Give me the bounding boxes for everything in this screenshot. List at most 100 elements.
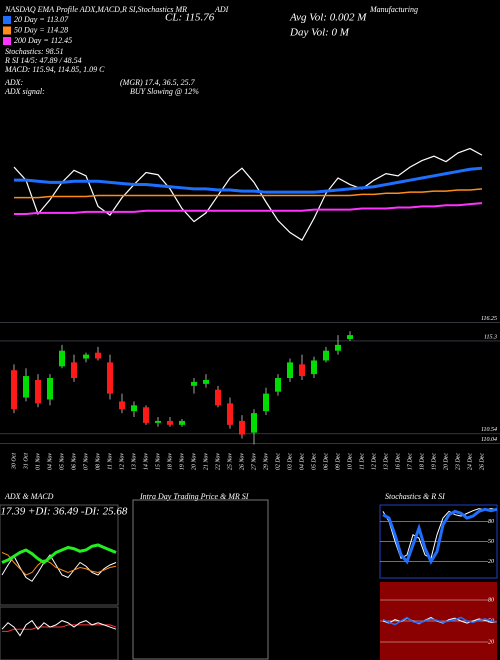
- x-tick-label: 14 Nov: [142, 453, 149, 471]
- panel-frame: [0, 606, 119, 660]
- x-tick-label: 12 Dec: [371, 453, 377, 470]
- candle-body: [143, 407, 149, 423]
- panel-frame: [132, 499, 269, 660]
- macd: MACD: 115.94, 114.85, 1.09 C: [4, 65, 105, 74]
- candle-body: [323, 350, 329, 361]
- x-tick-label: 03 Dec: [287, 453, 293, 470]
- candle-body: [71, 362, 77, 379]
- panel-title: Intra Day Trading Price & MR SI: [139, 492, 249, 501]
- stochastics: Stochastics: 98.51: [5, 47, 64, 56]
- x-tick-label: 20 Nov: [191, 453, 197, 471]
- legend-swatch: [3, 37, 11, 45]
- candle-body: [35, 379, 41, 404]
- x-tick-label: 02 Dec: [275, 453, 281, 470]
- candle-body: [299, 364, 305, 377]
- x-tick-label: 10 Dec: [347, 453, 353, 470]
- panel-title: ADX & MACD: [4, 492, 54, 501]
- y-tick-label: 115.3: [484, 334, 497, 340]
- x-tick-label: 25 Nov: [227, 453, 233, 471]
- y-tick-label: 50: [488, 539, 494, 545]
- x-tick-label: 24 Dec: [466, 453, 473, 470]
- x-tick-label: 26 Dec: [479, 453, 485, 470]
- y-tick-label: 80: [488, 597, 494, 603]
- candle-body: [23, 376, 29, 398]
- y-tick-label: 110.54: [481, 426, 497, 433]
- x-tick-label: 11 Dec: [359, 453, 365, 470]
- line: [14, 202, 483, 215]
- y-tick-label: 110.04: [481, 436, 497, 443]
- x-tick-label: 27 Nov: [251, 453, 257, 471]
- candle-body: [251, 413, 257, 433]
- candle-body: [179, 420, 185, 425]
- chart-title: ADX: 17.39 +DI: 36.49 -DI: 25.68: [0, 506, 128, 518]
- x-tick-label: 08 Nov: [95, 453, 101, 471]
- candle-body: [167, 420, 173, 425]
- x-tick-label: 04 Nov: [46, 453, 53, 471]
- candle-body: [107, 362, 113, 394]
- line: [14, 166, 483, 194]
- x-tick-label: 22 Nov: [215, 453, 221, 471]
- candle-body: [239, 420, 245, 435]
- company: Manufacturing: [369, 5, 418, 14]
- symbol: ADI: [214, 5, 229, 14]
- candle-body: [347, 335, 353, 340]
- close: CL: 115.76: [165, 12, 215, 24]
- candle-body: [263, 393, 269, 412]
- panel-title: Stochastics & R SI: [385, 492, 445, 501]
- x-tick-label: 19 Nov: [179, 453, 185, 471]
- y-tick-label: 20: [488, 639, 494, 645]
- x-tick-label: 06 Dec: [323, 453, 329, 470]
- legend-swatch: [3, 26, 11, 35]
- candle-body: [215, 389, 221, 406]
- candle-body: [119, 401, 125, 410]
- line: [1, 619, 117, 637]
- y-tick-label: 20: [488, 559, 494, 565]
- candle-body: [335, 344, 341, 351]
- candle-body: [287, 362, 293, 379]
- signal: BUY Slowing @ 12%: [130, 87, 199, 96]
- x-tick-label: 18 Dec: [419, 453, 425, 470]
- y-tick-label: 116.25: [481, 316, 497, 322]
- x-tick-label: 16 Dec: [395, 453, 401, 470]
- x-tick-label: 18 Nov: [167, 453, 173, 471]
- x-tick-label: 04 Dec: [298, 453, 305, 470]
- candle-body: [275, 378, 281, 392]
- x-tick-label: 19 Dec: [431, 453, 437, 470]
- adx-signal: ADX signal:: [4, 87, 45, 96]
- x-tick-label: 12 Nov: [119, 453, 125, 471]
- x-tick-label: 06 Nov: [71, 453, 77, 471]
- x-tick-label: 05 Dec: [311, 453, 317, 470]
- legend-entry: 200 Day = 112.45: [14, 36, 72, 45]
- legend-entry: 50 Day = 114.28: [14, 25, 68, 34]
- day-vol: Day Vol: 0 M: [289, 27, 350, 39]
- x-tick-label: 13 Nov: [131, 453, 137, 471]
- y-tick-label: 80: [488, 519, 494, 525]
- x-tick-label: 05 Nov: [59, 453, 65, 471]
- candle-body: [59, 350, 65, 367]
- rsi: R SI 14/5: 47.89 / 48.54: [4, 56, 82, 65]
- x-tick-label: 01 Nov: [35, 453, 41, 471]
- line: [1, 543, 117, 565]
- candle-body: [311, 360, 317, 375]
- line: [2, 624, 117, 632]
- candle-body: [11, 370, 17, 410]
- x-tick-label: 15 Nov: [155, 453, 161, 471]
- line: [382, 616, 498, 626]
- x-tick-label: 07 Nov: [83, 453, 89, 471]
- legend-entry: 20 Day = 113.07: [14, 15, 69, 24]
- x-tick-label: 20 Dec: [443, 453, 449, 470]
- candle-body: [191, 381, 197, 386]
- line: [14, 188, 483, 199]
- line: [13, 147, 483, 242]
- x-tick-label: 13 Dec: [383, 453, 389, 470]
- panel-frame: [0, 504, 119, 606]
- legend-swatch: [3, 16, 11, 24]
- x-tick-label: 11 Nov: [107, 453, 113, 470]
- candle-body: [227, 403, 233, 425]
- candle-body: [203, 379, 209, 384]
- avg-vol: Avg Vol: 0.002 M: [289, 12, 367, 24]
- candle-body: [131, 405, 137, 412]
- candle-body: [47, 378, 53, 400]
- exchange: NASDAQ EMA Profile ADX,MACD,R SI,Stochas…: [4, 5, 187, 14]
